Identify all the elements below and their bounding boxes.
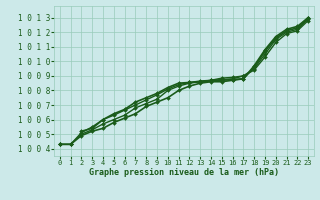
X-axis label: Graphe pression niveau de la mer (hPa): Graphe pression niveau de la mer (hPa) — [89, 168, 279, 177]
